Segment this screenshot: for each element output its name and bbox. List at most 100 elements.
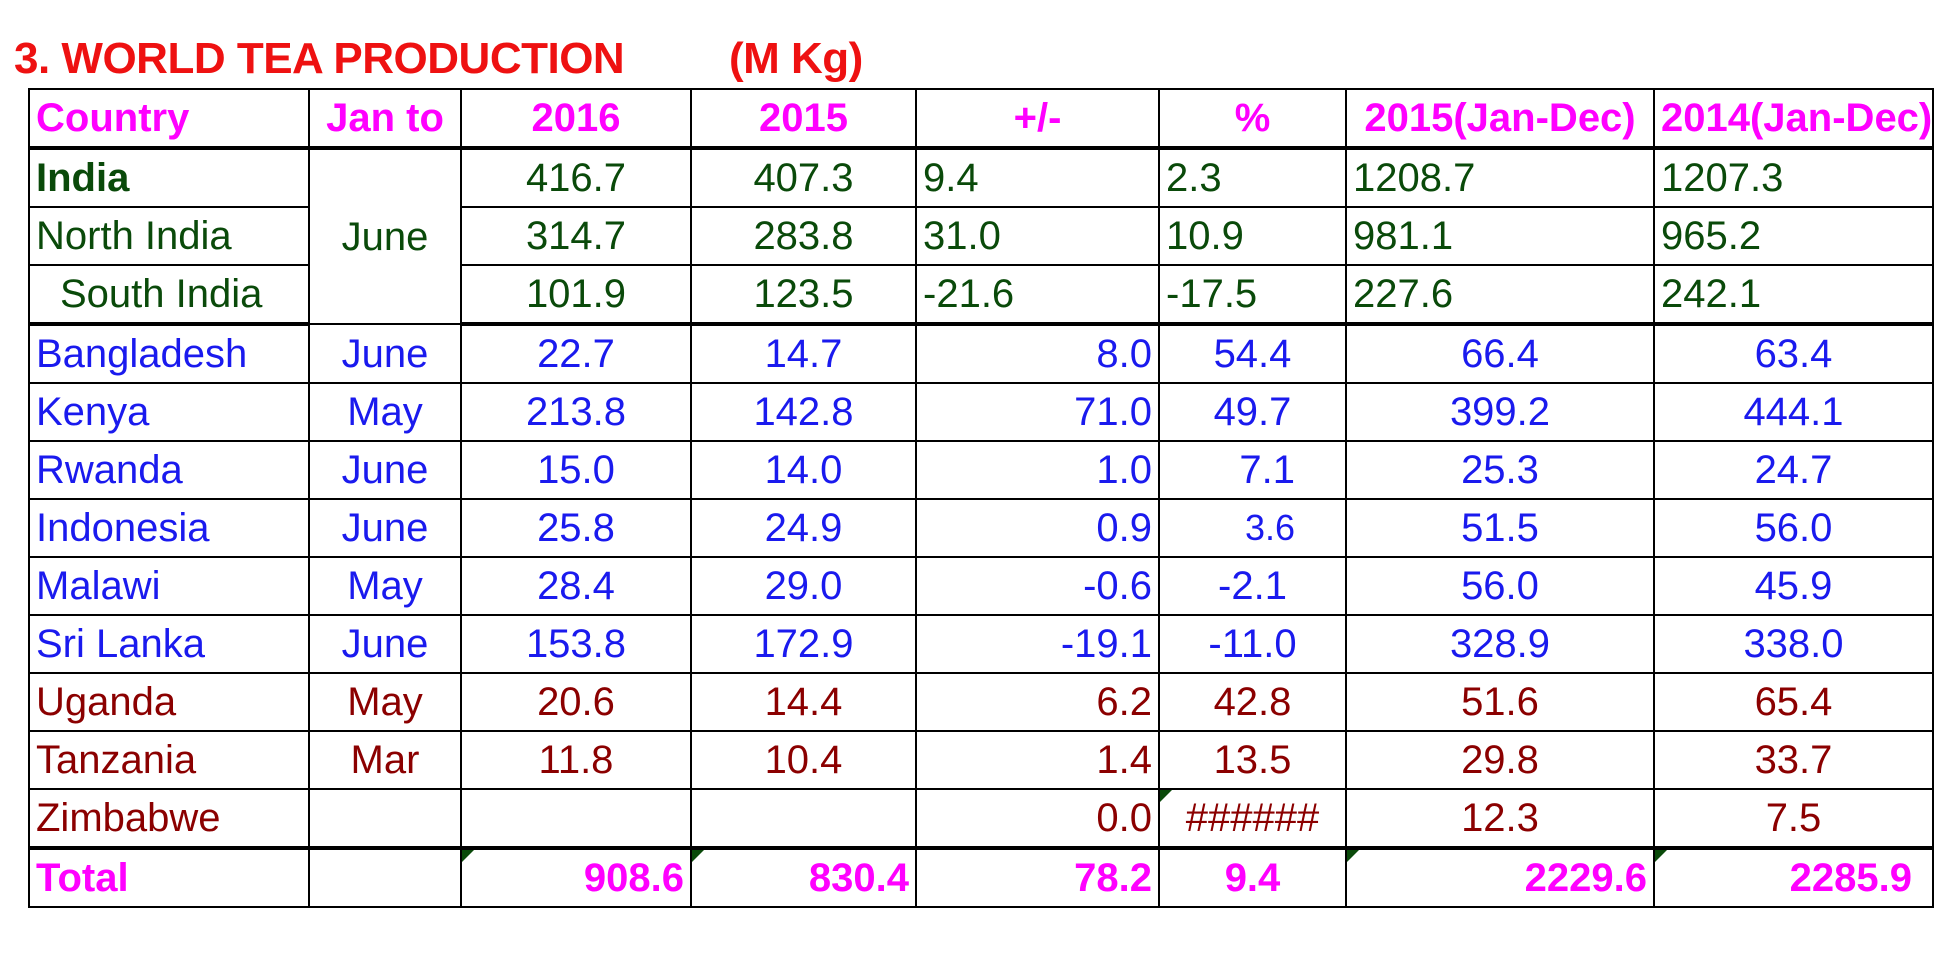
year-2014-cell: 56.0 (1653, 498, 1934, 558)
value-2015-cell: 142.8 (690, 382, 917, 442)
total-year-2015-cell: 2229.6 (1345, 846, 1655, 908)
year-2014-cell: 965.2 (1653, 206, 1934, 266)
unit-label: (M Kg) (729, 34, 863, 83)
pct-cell: 7.1 (1158, 440, 1347, 500)
value-2016-cell: 22.7 (460, 323, 692, 384)
country-cell: Uganda (28, 672, 310, 732)
pct-cell: ###### (1158, 788, 1347, 849)
header-jan-to: Jan to (308, 88, 462, 150)
pct-cell: 10.9 (1158, 206, 1347, 266)
year-2014-cell: 242.1 (1653, 264, 1934, 326)
year-2015-cell: 25.3 (1345, 440, 1655, 500)
table-row-total: Total 908.6 830.4 78.2 9.4 2229.6 2285.9 (28, 846, 1934, 908)
country-cell: Sri Lanka (28, 614, 310, 674)
total-diff-cell: 78.2 (915, 846, 1160, 908)
diff-cell: 1.0 (915, 440, 1160, 500)
table-row: Zimbabwe 0.0 ###### 12.3 7.5 (28, 788, 1934, 849)
month-cell: June (308, 323, 462, 384)
diff-cell: 31.0 (915, 206, 1160, 266)
table-row: Uganda May 20.6 14.4 6.2 42.8 51.6 65.4 (28, 672, 1934, 732)
table-row: Kenya May 213.8 142.8 71.0 49.7 399.2 44… (28, 382, 1934, 442)
diff-cell: 9.4 (915, 147, 1160, 208)
pct-cell: -2.1 (1158, 556, 1347, 616)
table-row: Tanzania Mar 11.8 10.4 1.4 13.5 29.8 33.… (28, 730, 1934, 790)
year-2014-cell: 1207.3 (1653, 147, 1934, 208)
value-2015-cell: 10.4 (690, 730, 917, 790)
total-pct-cell: 9.4 (1158, 846, 1347, 908)
pct-cell: 3.6 (1158, 498, 1347, 558)
diff-cell: 0.0 (915, 788, 1160, 849)
year-2015-cell: 227.6 (1345, 264, 1655, 326)
month-cell: June (308, 614, 462, 674)
header-2015: 2015 (690, 88, 917, 150)
country-cell: India (28, 147, 310, 208)
year-2015-cell: 29.8 (1345, 730, 1655, 790)
table-row-india: India June 416.7 407.3 9.4 2.3 1208.7 12… (28, 147, 1934, 325)
value-2016-cell: 20.6 (460, 672, 692, 732)
country-cell: Rwanda (28, 440, 310, 500)
value-2016-cell: 25.8 (460, 498, 692, 558)
table-row-north-india: North India 314.7 283.8 31.0 10.9 981.1 … (28, 206, 1934, 266)
value-2016-cell: 213.8 (460, 382, 692, 442)
tea-production-table: Country Jan to 2016 2015 +/- % 2015(Jan-… (28, 88, 1934, 908)
country-cell: Indonesia (28, 498, 310, 558)
diff-cell: 1.4 (915, 730, 1160, 790)
year-2014-cell: 444.1 (1653, 382, 1934, 442)
diff-cell: 0.9 (915, 498, 1160, 558)
country-cell: Kenya (28, 382, 310, 442)
title-text: 3. WORLD TEA PRODUCTION (14, 34, 625, 83)
pct-cell: 49.7 (1158, 382, 1347, 442)
header-pct: % (1158, 88, 1347, 150)
header-diff: +/- (915, 88, 1160, 150)
table-row: Malawi May 28.4 29.0 -0.6 -2.1 56.0 45.9 (28, 556, 1934, 616)
value-2016-cell: 153.8 (460, 614, 692, 674)
total-2016-cell: 908.6 (460, 846, 692, 908)
value-2016-cell: 15.0 (460, 440, 692, 500)
value-2015-cell: 14.4 (690, 672, 917, 732)
header-2015-full-year: 2015(Jan-Dec) (1345, 88, 1655, 150)
value-2015-cell: 172.9 (690, 614, 917, 674)
table-row: Sri Lanka June 153.8 172.9 -19.1 -11.0 3… (28, 614, 1934, 674)
pct-cell: -11.0 (1158, 614, 1347, 674)
header-row: Country Jan to 2016 2015 +/- % 2015(Jan-… (28, 88, 1934, 150)
country-cell: Malawi (28, 556, 310, 616)
table-row-south-india: South India 101.9 123.5 -21.6 -17.5 227.… (28, 264, 1934, 326)
month-cell: June (308, 498, 462, 558)
year-2015-cell: 51.6 (1345, 672, 1655, 732)
year-2015-cell: 56.0 (1345, 556, 1655, 616)
year-2015-cell: 981.1 (1345, 206, 1655, 266)
header-country: Country (28, 88, 310, 150)
year-2014-cell: 33.7 (1653, 730, 1934, 790)
table-row: Indonesia June 25.8 24.9 0.9 3.6 51.5 56… (28, 498, 1934, 558)
pct-cell: -17.5 (1158, 264, 1347, 326)
value-2015-cell: 14.0 (690, 440, 917, 500)
year-2015-cell: 328.9 (1345, 614, 1655, 674)
value-2016-cell: 28.4 (460, 556, 692, 616)
pct-cell: 2.3 (1158, 147, 1347, 208)
country-cell: North India (28, 206, 310, 266)
diff-cell: -19.1 (915, 614, 1160, 674)
value-2015-cell (690, 788, 917, 849)
month-cell: June (308, 440, 462, 500)
year-2015-cell: 51.5 (1345, 498, 1655, 558)
country-cell: South India (28, 264, 310, 326)
value-2015-cell: 283.8 (690, 206, 917, 266)
month-cell (308, 846, 462, 908)
value-2016-cell: 11.8 (460, 730, 692, 790)
diff-cell: 8.0 (915, 323, 1160, 384)
year-2014-cell: 24.7 (1653, 440, 1934, 500)
month-cell: May (308, 672, 462, 732)
value-2016-cell (460, 788, 692, 849)
value-2016-cell: 416.7 (460, 147, 692, 208)
header-2016: 2016 (460, 88, 692, 150)
year-2014-cell: 65.4 (1653, 672, 1934, 732)
country-cell: Zimbabwe (28, 788, 310, 849)
diff-cell: -21.6 (915, 264, 1160, 326)
table-row: Bangladesh June 22.7 14.7 8.0 54.4 66.4 … (28, 323, 1934, 384)
diff-cell: 71.0 (915, 382, 1160, 442)
table-row: Rwanda June 15.0 14.0 1.0 7.1 25.3 24.7 (28, 440, 1934, 500)
month-cell: May (308, 382, 462, 442)
header-2014-full-year: 2014(Jan-Dec) (1653, 88, 1934, 150)
month-cell (308, 788, 462, 849)
page-title: 3. WORLD TEA PRODUCTION (M Kg) (14, 34, 863, 84)
